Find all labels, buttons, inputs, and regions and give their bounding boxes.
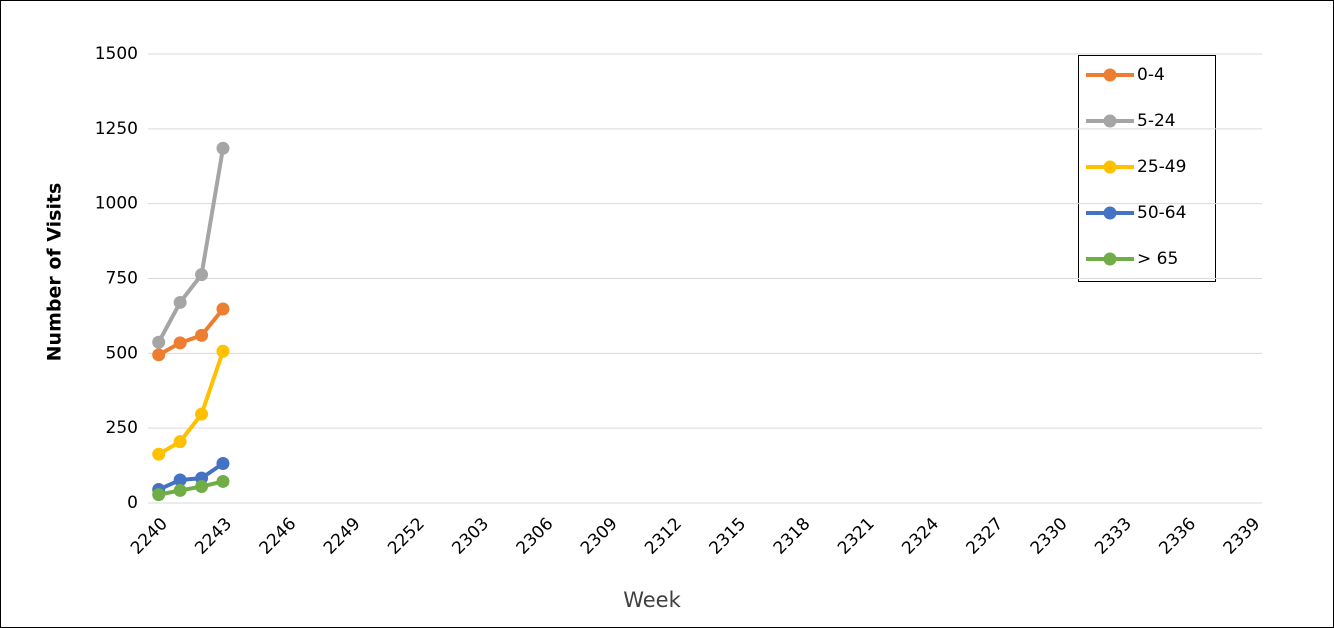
legend-marker	[1103, 206, 1117, 220]
legend-label: 5-24	[1137, 111, 1176, 131]
point	[195, 268, 209, 282]
point	[173, 435, 187, 449]
legend-marker	[1103, 114, 1117, 128]
point	[195, 407, 209, 421]
series-line	[156, 147, 225, 344]
point	[152, 447, 166, 461]
legend-marker	[1103, 252, 1117, 266]
legend-label: 25-49	[1137, 157, 1186, 177]
legend-label: 0-4	[1137, 65, 1165, 85]
point	[173, 473, 187, 487]
point	[152, 348, 166, 362]
y-tick-label: 250	[106, 418, 138, 438]
y-tick-label: 0	[127, 493, 138, 513]
legend-marker	[1103, 68, 1117, 82]
point	[152, 488, 166, 502]
point	[216, 456, 230, 470]
point	[216, 141, 230, 155]
series-line	[157, 307, 225, 357]
legend-marker	[1103, 160, 1117, 174]
x-axis-label: Week	[623, 588, 681, 612]
y-tick-label: 1000	[95, 194, 138, 214]
point	[216, 302, 230, 316]
y-tick-label: 1250	[95, 119, 138, 139]
y-tick-label: 750	[106, 269, 138, 289]
legend-label: > 65	[1137, 249, 1178, 269]
legend-label: 50-64	[1137, 203, 1186, 223]
point	[216, 474, 230, 488]
point	[195, 328, 209, 342]
series-line	[157, 461, 225, 492]
point	[173, 295, 187, 309]
point	[216, 344, 230, 358]
series-line	[157, 350, 225, 456]
y-tick-label: 1500	[95, 44, 138, 64]
point	[152, 335, 166, 349]
series-line	[158, 479, 224, 497]
point	[173, 336, 187, 350]
y-tick-label: 500	[106, 343, 138, 363]
point	[173, 483, 187, 497]
point	[195, 480, 209, 494]
y-axis-label: Number of Visits	[44, 183, 66, 362]
